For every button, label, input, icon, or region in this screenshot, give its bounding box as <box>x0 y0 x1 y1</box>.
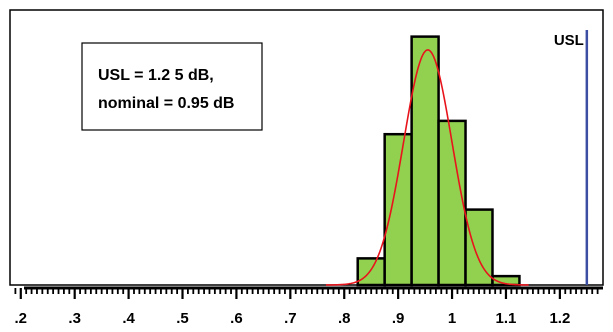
histogram-bar-1 <box>383 132 413 287</box>
annotation-line-usl: USL = 1.2 5 dB, <box>98 67 214 84</box>
x-tick-label: 1.2 <box>549 310 570 327</box>
annotation-box: USL = 1.2 5 dB, nominal = 0.95 dB <box>81 42 263 131</box>
histogram-bar-5 <box>491 274 521 287</box>
bars <box>356 35 521 287</box>
x-tick-label: .9 <box>392 310 405 327</box>
x-tick-label: .7 <box>284 310 297 327</box>
x-axis-tick-labels: .2 .3 .4 .5 .6 .7 .8 .9 1 1.1 1.2 <box>15 310 571 327</box>
usl-label: USL <box>554 32 584 49</box>
x-tick-label: 1 <box>448 310 456 327</box>
histogram-bar-2 <box>410 35 440 287</box>
x-tick-label: .2 <box>15 310 28 327</box>
x-tick-label: 1.1 <box>496 310 517 327</box>
x-tick-label: .8 <box>338 310 351 327</box>
x-tick-label: .4 <box>122 310 135 327</box>
x-axis-ticks <box>14 288 599 299</box>
x-tick-label: .3 <box>68 310 81 327</box>
histogram-bar-4 <box>464 208 494 287</box>
normal-fit-curve <box>325 49 529 286</box>
annotation-line-nominal: nominal = 0.95 dB <box>98 95 234 112</box>
x-tick-label: .6 <box>230 310 243 327</box>
histogram-bar-0 <box>356 257 386 287</box>
histogram-bar-3 <box>437 119 467 287</box>
x-tick-label: .5 <box>176 310 189 327</box>
